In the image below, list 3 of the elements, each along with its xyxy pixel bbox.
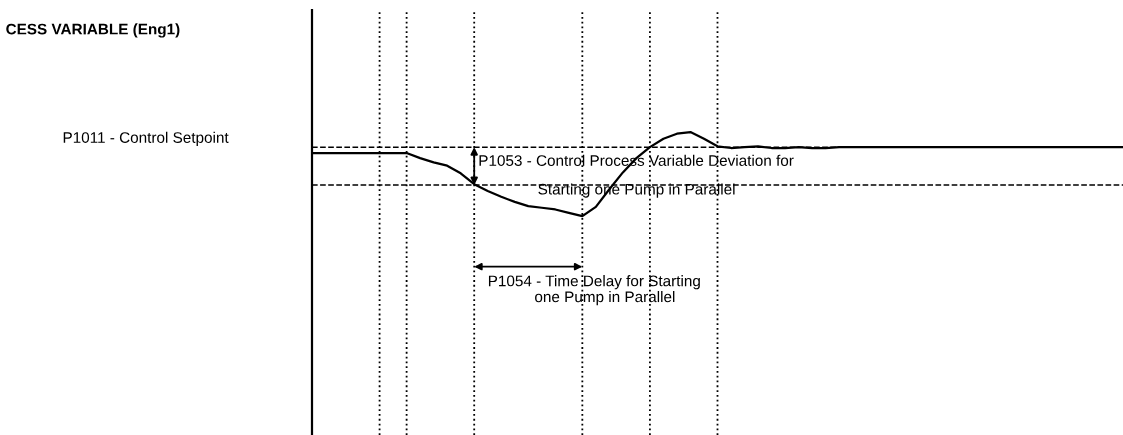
text: CESS VARIABLE (Eng1) (6, 23, 180, 38)
text: P1054 - Time Delay for Starting one Pump in Parallel (488, 275, 700, 306)
ref-line-label: P1011 - Control Setpoint (63, 131, 229, 146)
